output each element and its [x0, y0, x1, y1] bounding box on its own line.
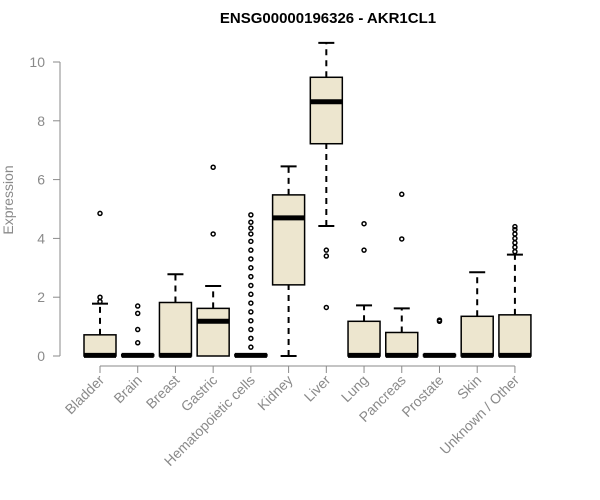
outlier-point: [134, 303, 141, 309]
x-tick-label: Prostate: [398, 372, 446, 420]
outlier-point: [248, 256, 254, 262]
outlier-point: [248, 212, 254, 218]
outlier-point: [399, 191, 405, 198]
outlier-point: [210, 164, 216, 171]
outlier-point: [97, 298, 103, 305]
outlier-point: [512, 223, 518, 230]
y-axis: 0 2 4 6 8 10: [29, 54, 61, 364]
outlier-point: [248, 219, 254, 225]
outlier-point: [134, 340, 141, 346]
box-pancreas: [385, 191, 419, 358]
outlier-point: [248, 265, 254, 271]
outlier-point: [248, 326, 254, 333]
boxes-layer: [83, 41, 532, 358]
box-brain: [120, 303, 155, 358]
box-lung: [347, 220, 381, 358]
x-tick-label: Skin: [454, 372, 485, 403]
outlier-point: [323, 304, 330, 311]
outlier-point: [248, 247, 254, 253]
box-liver: [309, 41, 344, 311]
box-hematopoietic-cells: [234, 212, 268, 358]
y-tick-label: 0: [37, 348, 45, 364]
box-breast: [158, 273, 193, 358]
x-tick-label: Breast: [143, 372, 183, 412]
outlier-point: [248, 335, 254, 342]
x-tick-label: Liver: [301, 372, 334, 405]
y-tick-label: 6: [37, 172, 45, 188]
outlier-point: [512, 226, 518, 233]
box-body: [460, 315, 494, 357]
box-body: [347, 320, 381, 357]
outlier-point: [512, 248, 518, 255]
outlier-point: [436, 317, 443, 323]
box-body: [196, 307, 230, 357]
outlier-point: [248, 238, 254, 245]
x-tick-label: Kidney: [254, 372, 296, 414]
outlier-point: [512, 235, 518, 242]
outlier-point: [97, 210, 103, 217]
y-tick-label: 8: [37, 113, 45, 129]
outlier-point: [134, 310, 141, 317]
box-body: [271, 194, 306, 286]
box-body: [158, 301, 193, 357]
outlier-point: [248, 300, 254, 306]
y-axis-label: Expression: [0, 165, 16, 234]
outlier-point: [361, 247, 367, 253]
outlier-point: [248, 225, 254, 231]
box-skin: [460, 271, 494, 358]
chart-title: ENSG00000196326 - AKR1CL1: [220, 10, 436, 27]
outlier-point: [248, 317, 254, 324]
outlier-point: [323, 247, 330, 253]
outlier-point: [512, 240, 518, 246]
box-unknown-other: [498, 223, 532, 358]
outlier-point: [248, 282, 254, 289]
box-body: [498, 314, 532, 357]
box-body: [83, 334, 117, 357]
box-body: [385, 331, 419, 357]
y-tick-label: 2: [37, 289, 45, 305]
outlier-point: [512, 244, 518, 250]
box-body: [309, 76, 344, 145]
y-tick-label: 10: [29, 54, 45, 70]
x-tick-label: Lung: [338, 372, 371, 405]
box-prostate: [422, 317, 457, 358]
outlier-point: [361, 220, 367, 227]
x-tick-label: Bladder: [62, 372, 108, 418]
x-tick-label: Brain: [110, 372, 144, 406]
box-bladder: [83, 210, 117, 358]
outlier-point: [248, 344, 254, 350]
outlier-point: [248, 231, 254, 237]
outlier-point: [248, 291, 254, 298]
outlier-point: [248, 309, 254, 315]
outlier-point: [210, 231, 216, 237]
outlier-point: [134, 326, 141, 333]
outlier-point: [512, 231, 518, 237]
box-kidney: [271, 165, 306, 357]
outlier-point: [97, 294, 103, 300]
y-tick-label: 4: [37, 230, 45, 246]
box-gastric: [196, 164, 230, 357]
outlier-point: [323, 253, 330, 259]
outlier-point: [399, 236, 405, 242]
outlier-point: [248, 273, 254, 280]
